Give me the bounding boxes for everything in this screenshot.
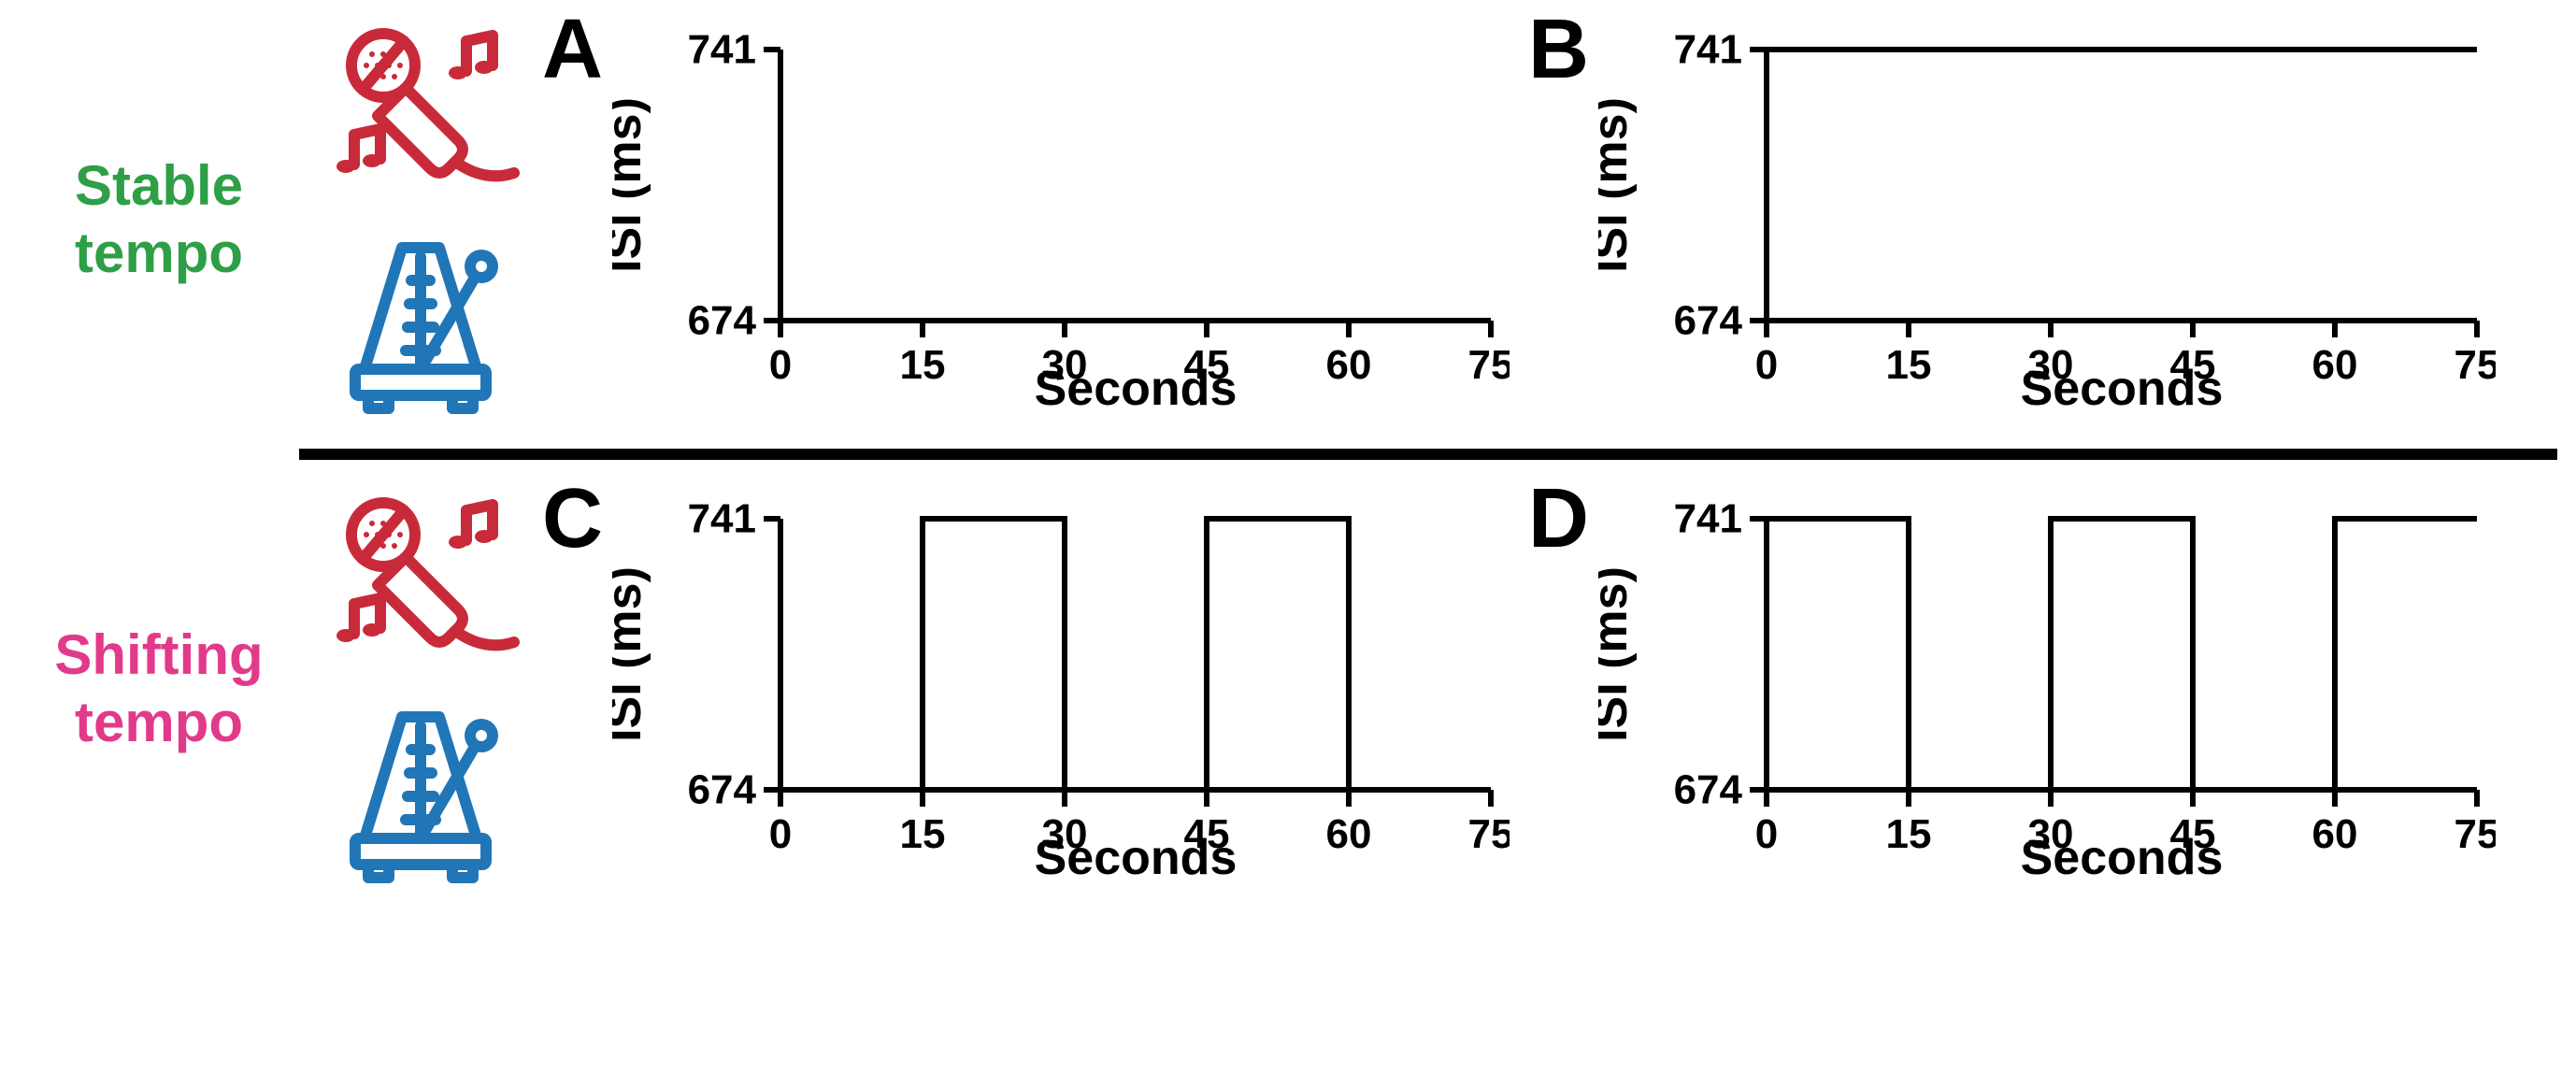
- svg-text:741: 741: [1674, 26, 1742, 72]
- metronome-icon: [336, 698, 505, 890]
- svg-text:674: 674: [1674, 766, 1743, 812]
- svg-text:674: 674: [688, 297, 757, 343]
- svg-text:75: 75: [1468, 342, 1510, 388]
- svg-text:741: 741: [688, 495, 756, 541]
- svg-text:60: 60: [1326, 811, 1372, 857]
- panel-B: B 01530456075674741SecondsISI (ms): [1528, 21, 2496, 419]
- svg-text:Seconds: Seconds: [2021, 831, 2224, 883]
- svg-text:75: 75: [2454, 342, 2496, 388]
- label-shifting-line1: Shifting: [19, 622, 299, 689]
- label-shifting: Shifting tempo: [19, 622, 299, 756]
- svg-text:75: 75: [2454, 811, 2496, 857]
- row-divider: [299, 449, 2557, 460]
- panels-stable: A 01530456075674741SecondsISI (ms) B 015…: [542, 21, 2557, 419]
- svg-text:Seconds: Seconds: [2021, 362, 2224, 414]
- svg-text:15: 15: [900, 342, 946, 388]
- svg-text:75: 75: [1468, 811, 1510, 857]
- panel-D: D 01530456075674741SecondsISI (ms): [1528, 491, 2496, 888]
- panel-C: C 01530456075674741SecondsISI (ms): [542, 491, 1510, 888]
- svg-text:674: 674: [688, 766, 757, 812]
- chart-D: 01530456075674741SecondsISI (ms): [1598, 491, 2496, 888]
- panel-letter-B: B: [1528, 12, 1589, 88]
- mic-icon: [318, 19, 523, 210]
- chart-A: 01530456075674741SecondsISI (ms): [612, 21, 1510, 419]
- chart-B: 01530456075674741SecondsISI (ms): [1598, 21, 2496, 419]
- svg-text:0: 0: [1755, 342, 1778, 388]
- panel-A: A 01530456075674741SecondsISI (ms): [542, 21, 1510, 419]
- metronome-icon: [336, 229, 505, 421]
- svg-text:Seconds: Seconds: [1035, 831, 1238, 883]
- chart-C: 01530456075674741SecondsISI (ms): [612, 491, 1510, 888]
- svg-text:60: 60: [2312, 342, 2358, 388]
- svg-text:741: 741: [1674, 495, 1742, 541]
- svg-text:15: 15: [900, 811, 946, 857]
- svg-text:741: 741: [688, 26, 756, 72]
- panel-letter-D: D: [1528, 481, 1589, 557]
- label-stable-line1: Stable: [19, 152, 299, 220]
- panel-letter-A: A: [542, 12, 603, 88]
- label-stable: Stable tempo: [19, 152, 299, 287]
- svg-text:0: 0: [769, 811, 792, 857]
- svg-text:674: 674: [1674, 297, 1743, 343]
- icons-shifting: [299, 488, 542, 890]
- label-stable-line2: tempo: [19, 220, 299, 287]
- svg-text:15: 15: [1886, 342, 1932, 388]
- panels-shifting: C 01530456075674741SecondsISI (ms) D 015…: [542, 491, 2557, 888]
- svg-text:60: 60: [1326, 342, 1372, 388]
- svg-text:Seconds: Seconds: [1035, 362, 1238, 414]
- mic-icon: [318, 488, 523, 680]
- row-shifting: Shifting tempo: [19, 488, 2557, 890]
- svg-text:60: 60: [2312, 811, 2358, 857]
- row-stable: Stable tempo: [19, 19, 2557, 421]
- svg-text:0: 0: [1755, 811, 1778, 857]
- label-shifting-line2: tempo: [19, 689, 299, 756]
- figure-root: Stable tempo: [19, 19, 2557, 890]
- svg-text:ISI (ms): ISI (ms): [1598, 97, 1638, 273]
- svg-text:ISI (ms): ISI (ms): [1598, 566, 1638, 742]
- icons-stable: [299, 19, 542, 421]
- svg-text:15: 15: [1886, 811, 1932, 857]
- svg-text:0: 0: [769, 342, 792, 388]
- panel-letter-C: C: [542, 481, 603, 557]
- svg-text:ISI (ms): ISI (ms): [612, 566, 651, 742]
- svg-text:ISI (ms): ISI (ms): [612, 97, 651, 273]
